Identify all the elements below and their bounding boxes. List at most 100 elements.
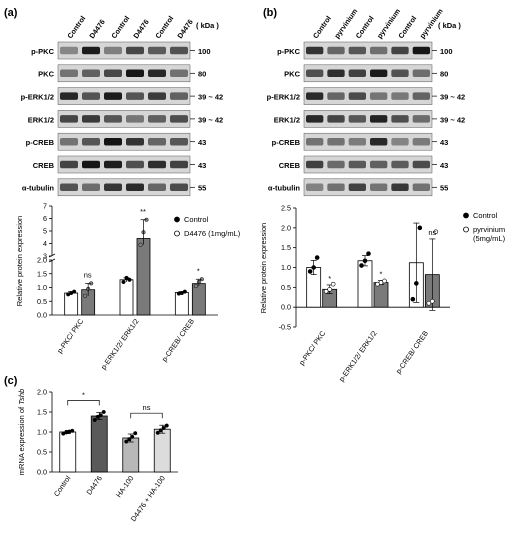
blot-band [306,183,324,192]
bar [373,282,389,308]
blot-band [60,46,78,55]
data-point [133,431,138,436]
kda-value: 100 [198,47,211,56]
blot-band [104,137,122,146]
blot-band [170,92,188,100]
blot-band [60,137,78,146]
blot-band [370,183,388,192]
data-point [121,279,126,285]
kda-value: 55 [198,184,206,193]
blot-band [412,160,430,169]
blot-band [412,92,430,100]
data-point [311,265,316,270]
blot-band [327,115,345,123]
y-tick-label: 6 [43,214,47,223]
x-tick-label: p-ERK1/2/ ERK1/2 [99,317,141,371]
x-tick-label: D4476 + HA-100 [129,474,167,523]
data-point [330,281,336,287]
blot-row-label: p-CREB [272,138,301,147]
blot-band [104,115,122,123]
significance-label: ns [84,270,92,279]
kda-value: 39 ~ 42 [198,93,223,102]
kda-value: 43 [198,161,206,170]
blot-band [348,183,366,192]
y-tick-label: 1.5 [37,269,47,278]
blot-row-label: PKC [38,70,54,79]
blot-band [348,69,366,78]
axis-break-mark [48,258,56,263]
significance-label: * [380,270,383,279]
kda-value: 100 [440,47,453,56]
bar [153,428,171,473]
blot-band [327,137,345,146]
blot-band [412,183,430,192]
y-tick-label: 1.0 [37,428,47,437]
y-tick-label: 1.5 [281,243,291,252]
legend-marker [174,230,180,237]
blot-band [82,46,100,55]
y-tick-label: -0.5 [279,323,291,332]
legend-label: Control [473,211,498,220]
blot-band [306,46,324,55]
kda-value: 43 [440,161,448,170]
blot-row-label: CREB [279,161,301,170]
blot-band [126,115,144,123]
data-point [130,434,135,439]
lane-label: D4476 [131,18,151,41]
bar [90,415,108,473]
blot-row-label: p-ERK1/2 [267,93,300,102]
blot-band [370,160,388,169]
blot-band [391,46,409,55]
blot-band [306,115,324,123]
data-point [314,255,320,260]
kda-value: 43 [440,138,448,147]
lane-label: Control [354,14,376,40]
blot-band [104,69,122,78]
lane-label: Control [153,14,175,40]
blot-band [391,183,409,192]
blot-band [170,69,188,78]
panel-label-c: (c) [4,375,18,387]
data-point [70,428,75,433]
chart-a: 0.0 0.5 1.0 1.5 2.03 4 5 6 7 Relative protein exp… [15,202,241,372]
significance-label: * [82,390,85,399]
y-axis-title: mRNA expression of Tshb [17,389,26,475]
blot-band [170,46,188,55]
blot-band [370,69,388,78]
bar [174,292,189,316]
blot-row-label: p-CREB [26,138,55,147]
kda-value: 80 [440,70,448,79]
y-tick-label: 0.5 [281,283,291,292]
blot-band [412,46,430,55]
blot-band [412,137,430,146]
y-tick-label: 2.5 [281,204,291,213]
x-tick-label: Control [52,474,73,498]
bar [357,260,373,308]
blot-band [170,137,188,146]
bar [119,279,134,316]
blot-band [412,115,430,123]
data-point [193,284,198,289]
y-tick-label: 1.5 [37,408,47,417]
blot-band [148,115,166,123]
kda-value: 39 ~ 42 [198,115,223,124]
y-tick-label: 0.0 [281,303,291,312]
legend-label: Control [184,215,209,224]
bar [64,292,79,316]
bar [191,283,206,316]
blot-band [126,92,144,100]
blot-band [370,137,388,146]
blot-band [306,69,324,78]
blot-row-label: p-ERK1/2 [21,93,54,102]
legend-marker [174,216,180,223]
blot-row-label: α-tubulin [22,184,55,193]
blot-row-label: CREB [33,161,55,170]
data-point [366,251,371,256]
blot-band [126,160,144,169]
data-point [414,281,419,286]
data-point [426,300,432,306]
x-tick-label: p-ERK1/2/ ERK1/2 [337,329,379,383]
data-point [382,278,387,284]
blot-band [126,69,144,78]
